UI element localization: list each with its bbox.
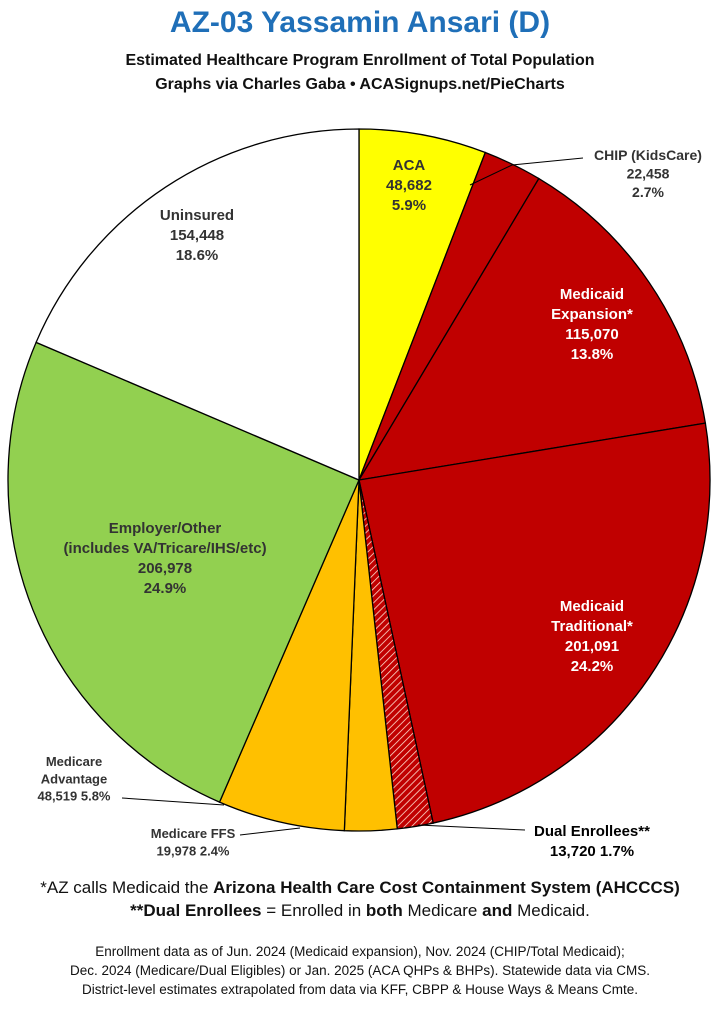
chart-credit: Graphs via Charles Gaba • ACASignups.net… bbox=[155, 76, 565, 93]
slice-label-line: 19,978 2.4% bbox=[156, 843, 229, 858]
chart-title: AZ-03 Yassamin Ansari (D) bbox=[169, 6, 551, 39]
source-note-2: Dec. 2024 (Medicare/Dual Eligibles) or J… bbox=[70, 963, 650, 978]
slice-label-line: Medicare FFS bbox=[151, 826, 236, 841]
slice-aca bbox=[358, 128, 487, 481]
slice-labels: ACA 48,682 5.9% CHIP (KidsCare) 22,458 2.7% Me… bbox=[37, 147, 701, 860]
slice-label-line: 13,720 1.7% bbox=[550, 843, 634, 860]
pie-chart: ACA 48,682 5.9% CHIP (KidsCare) 22,458 2.7% Me… bbox=[7, 128, 711, 860]
footnote-ahcccs-prefix: *AZ calls Medicaid the bbox=[40, 878, 214, 897]
footnote-dual-and: and bbox=[482, 901, 513, 920]
footnote-dual: **Dual Enrollees = Enrolled in both Medi… bbox=[0, 901, 720, 921]
slice-label-line: (includes VA/Tricare/IHS/etc) bbox=[63, 540, 266, 557]
source-note-3: District-level estimates extrapolated fr… bbox=[82, 982, 638, 997]
slice-label-line: Expansion* bbox=[551, 306, 633, 323]
slice-label-line: Dual Enrollees** bbox=[534, 823, 650, 840]
slice-label-line: 13.8% bbox=[571, 346, 614, 363]
leader-line-dual-enrollees bbox=[417, 824, 526, 831]
slice-label-line: Employer/Other bbox=[109, 520, 222, 537]
slice-label-line: ACA bbox=[393, 157, 426, 174]
footnote-dual-text3: Medicaid. bbox=[512, 901, 590, 920]
footnote-dual-term: **Dual Enrollees bbox=[130, 901, 262, 920]
slice-medicare-advantage bbox=[218, 479, 360, 832]
footnote-dual-text2: Medicare bbox=[402, 901, 483, 920]
leader-line-medicare-advantage bbox=[121, 797, 225, 806]
footnote-ahcccs: *AZ calls Medicaid the Arizona Health Ca… bbox=[0, 878, 720, 898]
footnote-dual-both: both bbox=[365, 901, 403, 920]
slice-label-dual-enrollees: Dual Enrollees** 13,720 1.7% bbox=[534, 823, 650, 860]
slice-label-medicare-advantage: Medicare Advantage 48,519 5.8% bbox=[37, 754, 110, 804]
slice-label-line: 48,682 bbox=[386, 177, 432, 194]
slice-label-aca: ACA 48,682 5.9% bbox=[386, 157, 432, 214]
slice-label-line: 154,448 bbox=[170, 227, 224, 244]
footnote-dual-text1: = Enrolled in bbox=[261, 901, 366, 920]
slice-label-employer-other-includes-va-tricare-ihs-etc: Employer/Other (includes VA/Tricare/IHS/e… bbox=[63, 520, 266, 597]
leader-lines bbox=[121, 157, 584, 836]
chart-subtitle: Estimated Healthcare Program Enrollment … bbox=[125, 52, 595, 69]
slice-label-line: 24.2% bbox=[571, 658, 614, 675]
slice-label-line: 5.9% bbox=[392, 197, 426, 214]
slice-label-line: Medicaid bbox=[560, 598, 624, 615]
slice-label-line: 18.6% bbox=[176, 247, 219, 264]
slice-uninsured bbox=[35, 128, 360, 481]
leader-line-chip-kidscare bbox=[469, 157, 584, 186]
footnote-ahcccs-name: Arizona Health Care Cost Containment Sys… bbox=[213, 878, 680, 897]
slice-label-line: 48,519 5.8% bbox=[37, 789, 110, 804]
slice-label-line: 2.7% bbox=[632, 184, 664, 200]
slice-label-line: Medicaid bbox=[560, 286, 624, 303]
slice-label-line: 22,458 bbox=[627, 166, 670, 182]
slice-employer-other-includes-va-tricare-ihs-etc bbox=[7, 341, 360, 803]
pie-slices bbox=[7, 128, 711, 832]
slice-label-medicaid-expansion: Medicaid Expansion* 115,070 13.8% bbox=[551, 286, 633, 363]
slice-label-medicare-ffs: Medicare FFS 19,978 2.4% bbox=[151, 826, 236, 858]
slice-label-line: 201,091 bbox=[565, 638, 619, 655]
slice-label-line: 115,070 bbox=[565, 326, 618, 343]
slice-label-line: Medicare bbox=[46, 754, 102, 769]
slice-medicaid-expansion bbox=[357, 177, 707, 481]
leader-line-medicare-ffs bbox=[239, 827, 301, 836]
slice-label-line: 24.9% bbox=[144, 580, 187, 597]
slice-label-line: CHIP (KidsCare) bbox=[594, 147, 702, 163]
slice-label-line: 206,978 bbox=[138, 560, 192, 577]
slice-label-medicaid-traditional: Medicaid Traditional* 201,091 24.2% bbox=[551, 598, 633, 675]
slice-medicaid-traditional bbox=[358, 422, 711, 824]
slice-label-line: Traditional* bbox=[551, 618, 633, 635]
slice-label-line: Uninsured bbox=[160, 207, 234, 224]
slice-label-line: Advantage bbox=[41, 771, 107, 786]
source-note-1: Enrollment data as of Jun. 2024 (Medicai… bbox=[95, 944, 625, 959]
slice-label-uninsured: Uninsured 154,448 18.6% bbox=[160, 207, 234, 264]
slice-label-chip-kidscare: CHIP (KidsCare) 22,458 2.7% bbox=[594, 147, 702, 200]
